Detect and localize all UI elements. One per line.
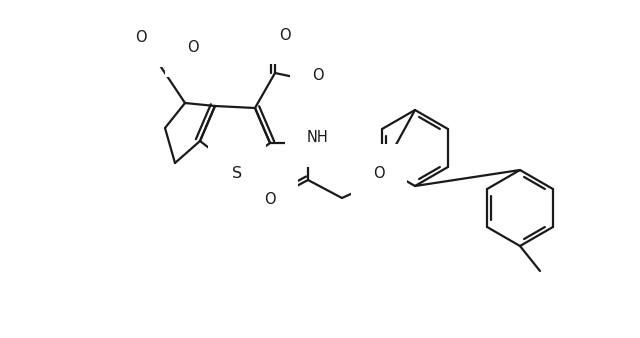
- Text: O: O: [135, 30, 147, 46]
- Text: O: O: [264, 192, 276, 207]
- Text: O: O: [187, 41, 199, 55]
- Text: NH: NH: [307, 130, 329, 145]
- Text: O: O: [312, 69, 324, 83]
- Text: O: O: [373, 166, 385, 180]
- Text: O: O: [279, 27, 291, 43]
- Text: S: S: [232, 166, 242, 180]
